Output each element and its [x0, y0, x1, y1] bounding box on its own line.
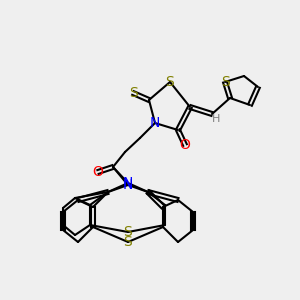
Text: N: N — [123, 178, 133, 192]
Text: S: S — [124, 225, 132, 239]
Text: S: S — [166, 75, 174, 89]
Text: O: O — [93, 165, 104, 179]
Text: H: H — [212, 114, 220, 124]
Text: O: O — [180, 138, 190, 152]
Text: S: S — [124, 235, 132, 249]
Text: S: S — [129, 86, 137, 100]
Text: N: N — [150, 116, 160, 130]
Text: N: N — [123, 176, 133, 190]
Text: S: S — [220, 75, 230, 89]
